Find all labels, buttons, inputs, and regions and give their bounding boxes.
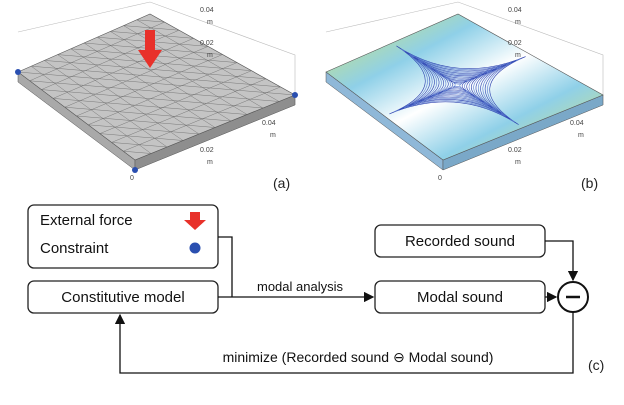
axis-label: m [270, 132, 276, 139]
constraint-icon [190, 243, 201, 254]
panel-label: (c) [588, 357, 604, 373]
axis-label: 0.02 [508, 40, 522, 47]
axis-label: m [207, 19, 213, 26]
axis-label: 0.02 [200, 147, 214, 154]
modal-label: Modal sound [417, 289, 503, 306]
axis-label: m [207, 52, 213, 59]
axis-label: m [515, 19, 521, 26]
panel-label: (b) [581, 175, 598, 191]
legend-constraint: Constraint [40, 240, 109, 257]
axis-label: 0 [130, 175, 134, 182]
axis-label: 0.04 [262, 120, 276, 127]
constraint-dot [15, 69, 21, 75]
panel-label: (a) [273, 175, 290, 191]
axis-label: m [515, 159, 521, 166]
constraint-dot [132, 167, 138, 173]
figure: 0.04 m 0.02 m 0.04 m 0.02 m 0 (a) 0.04 m 0.02 m 0.04 m 0… [0, 0, 624, 405]
axis-label: 0.04 [570, 120, 584, 127]
axis-label: 0 [438, 175, 442, 182]
axis-label: m [578, 132, 584, 139]
axis-label: 0.04 [508, 7, 522, 14]
axis-label: 0.02 [200, 40, 214, 47]
axis-label: 0.02 [508, 147, 522, 154]
axis-label: m [207, 159, 213, 166]
axis-label: m [515, 52, 521, 59]
constraint-dot [292, 92, 298, 98]
edge-recorded [545, 241, 573, 280]
feedback-label: minimize (Recorded sound ⊖ Modal sound) [223, 349, 494, 365]
axis-label: 0.04 [200, 7, 214, 14]
edge-legend [218, 237, 232, 297]
recorded-label: Recorded sound [405, 233, 515, 250]
edge-label: modal analysis [257, 279, 343, 294]
constitutive-label: Constitutive model [61, 289, 184, 306]
legend-force: External force [40, 212, 133, 229]
